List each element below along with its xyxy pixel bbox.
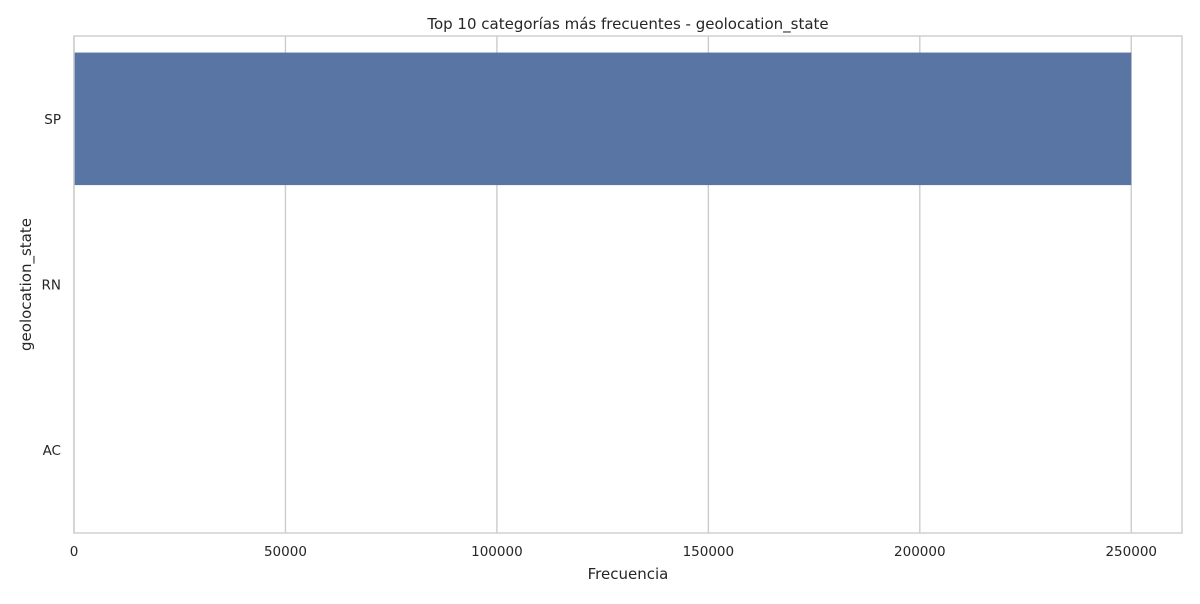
bar-sp (74, 53, 1131, 186)
x-tick-labels: 0 50000 100000 150000 200000 250000 (70, 544, 1157, 560)
bars (74, 53, 1131, 517)
y-axis-label: geolocation_state (17, 218, 36, 351)
x-tick-label-3: 150000 (683, 544, 735, 560)
y-tick-label-ac: AC (43, 443, 61, 459)
y-tick-label-sp: SP (44, 112, 61, 128)
x-tick-label-4: 200000 (894, 544, 946, 560)
x-tick-label-1: 50000 (264, 544, 307, 560)
y-tick-labels: SP RN AC (42, 112, 61, 459)
x-tick-label-0: 0 (70, 544, 79, 560)
chart-title: Top 10 categorías más frecuentes - geolo… (426, 15, 828, 34)
x-tick-label-2: 100000 (471, 544, 523, 560)
x-tick-label-5: 250000 (1105, 544, 1157, 560)
x-axis-label: Frecuencia (588, 565, 669, 583)
y-tick-label-rn: RN (42, 278, 61, 294)
